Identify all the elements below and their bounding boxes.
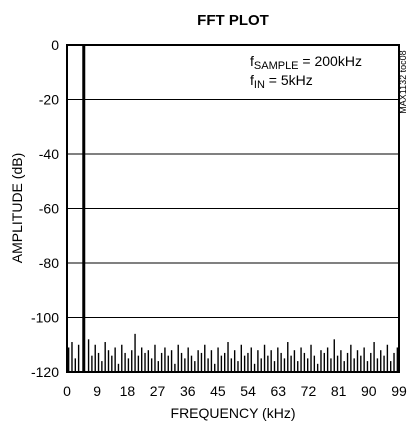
fsample-f: f [250,53,254,69]
x-axis-label: FREQUENCY (kHz) [171,405,296,421]
x-tick-label: 45 [210,383,226,399]
y-tick-label: -40 [39,146,59,162]
y-tick-label: -80 [39,255,59,271]
fsample-sub: SAMPLE [254,60,299,72]
y-tick-label: 0 [51,37,59,53]
fin-f: f [250,72,254,88]
fsample-value: = 200kHz [299,53,362,69]
grid-lines [67,99,399,318]
x-tick-label: 36 [180,383,196,399]
y-axis-label: AMPLITUDE (dB) [9,153,25,263]
fin-value: = 5kHz [265,72,313,88]
x-tick-label: 63 [270,383,286,399]
x-tick-label: 99 [391,383,407,399]
figure-code: MAX1132 toc08 [398,50,408,113]
x-tick-label: 18 [120,383,136,399]
x-tick-label: 90 [361,383,377,399]
y-tick-label: -60 [39,201,59,217]
y-tick-label: -100 [31,310,59,326]
x-tick-label: 72 [301,383,317,399]
chart-title: FFT PLOT [197,12,269,29]
noise-floor-series [67,333,399,372]
x-tick-labels: 0 9 18 27 36 45 54 63 72 81 90 99 [63,383,407,399]
y-tick-labels: 0 -20 -40 -60 -80 -100 -120 [31,37,59,380]
fin-annotation: fIN = 5kHz [250,72,313,91]
x-tick-label: 81 [331,383,347,399]
fin-sub: IN [254,79,265,91]
x-tick-label: 9 [93,383,101,399]
plot-frame [66,44,400,373]
x-tick-label: 27 [150,383,166,399]
x-tick-label: 54 [240,383,256,399]
y-tick-label: -120 [31,364,59,380]
fsample-annotation: fSAMPLE = 200kHz [250,53,362,72]
x-tick-label: 0 [63,383,71,399]
y-tick-label: -20 [39,92,59,108]
